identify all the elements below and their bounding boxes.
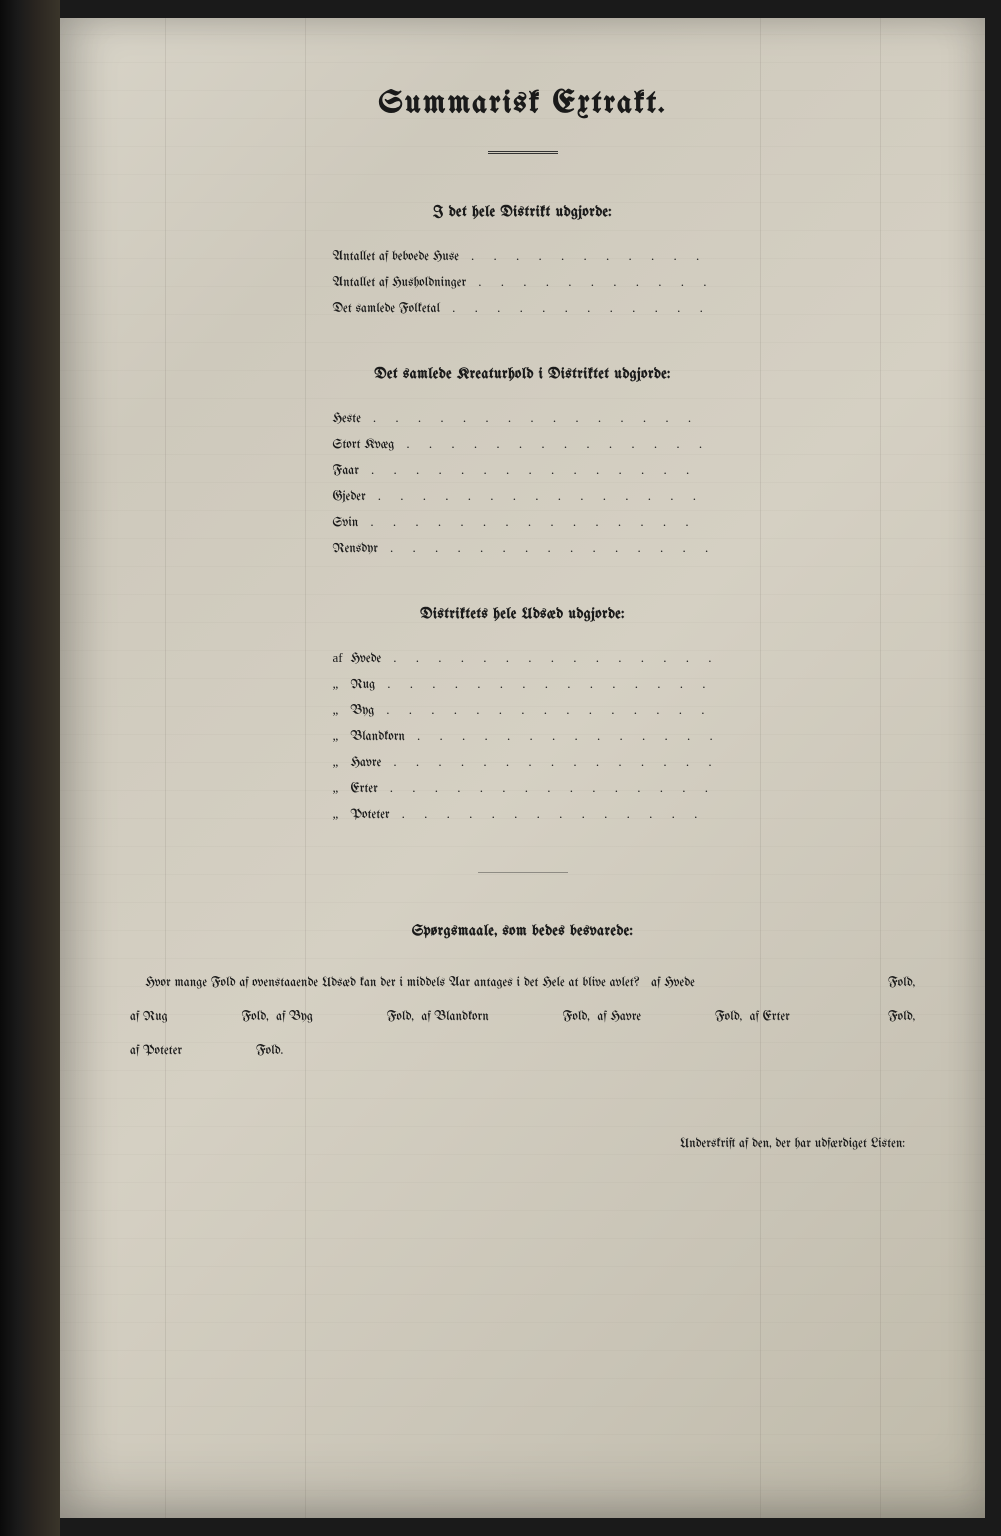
ditto-mark: „ (333, 676, 351, 692)
questions-block: Hvor mange Fold af ovenstaaende Udsæd ka… (130, 967, 915, 1068)
leader-dots: . . . . . . . . . . . . . . . (381, 754, 712, 770)
item-label: Erter (351, 783, 378, 796)
section1-heading: I det hele Distrikt udgjorde: (110, 204, 935, 220)
question-item-prefix: af (597, 1011, 606, 1024)
item-label: Antallet af beboede Huse (333, 251, 459, 264)
list-item: „ Rug . . . . . . . . . . . . . . . (333, 676, 713, 692)
ruling-line (760, 18, 761, 1518)
question-paragraph: Hvor mange Fold af ovenstaaende Udsæd ka… (130, 967, 915, 1068)
leader-dots: . . . . . . . . . . . . . . . (390, 806, 713, 822)
item-label: Byg (351, 705, 375, 718)
item-label: Hvede (351, 653, 382, 666)
page-title: Summarisk Extrakt. (110, 88, 935, 121)
section2-list: Heste . . . . . . . . . . . . . . . Stor… (333, 410, 713, 556)
question-intro: Hvor mange Fold af ovenstaaende Udsæd ka… (145, 977, 639, 990)
question-item-name: Rug (143, 1011, 168, 1024)
question-item-after: Fold, (387, 1011, 414, 1024)
question-item-name: Poteter (143, 1045, 182, 1058)
list-item: „ Erter . . . . . . . . . . . . . . . (333, 780, 713, 796)
signature-line: Underskrift af den, der har udfærdiget L… (110, 1138, 905, 1151)
leader-dots: . . . . . . . . . . . . . . . (466, 274, 712, 290)
item-label: Stort Kvæg (333, 439, 395, 452)
ditto-mark: „ (333, 780, 351, 796)
item-label: Det samlede Folketal (333, 303, 441, 316)
leader-dots: . . . . . . . . . . . . . . . (366, 488, 713, 504)
question-item-after: Fold, (715, 1011, 742, 1024)
ditto-mark: „ (333, 702, 351, 718)
ditto-mark: „ (333, 806, 351, 822)
leader-dots: . . . . . . . . . . . . . . . (375, 676, 712, 692)
leader-dots: . . . . . . . . . . . . . . . (381, 650, 712, 666)
list-item: af Hvede . . . . . . . . . . . . . . . (333, 650, 713, 666)
item-label: Poteter (351, 809, 390, 822)
question-item-name: Erter (763, 1011, 790, 1024)
list-item: Faar . . . . . . . . . . . . . . . (333, 462, 713, 478)
item-label: Havre (351, 757, 382, 770)
list-item: Antallet af beboede Huse . . . . . . . .… (333, 248, 713, 264)
list-item: „ Poteter . . . . . . . . . . . . . . . (333, 806, 713, 822)
leader-dots: . . . . . . . . . . . . . . . (459, 248, 713, 264)
question-item-after: Fold, (241, 1011, 268, 1024)
section3-list: af Hvede . . . . . . . . . . . . . . . „… (333, 650, 713, 822)
question-item-after: Fold, (563, 1011, 590, 1024)
section3-heading: Distriktets hele Udsæd udgjorde: (110, 606, 935, 622)
item-label: Blandkorn (351, 731, 405, 744)
leader-dots: . . . . . . . . . . . . . . . (374, 702, 712, 718)
book-spine (0, 0, 60, 1536)
list-item: Rensdyr . . . . . . . . . . . . . . . (333, 540, 713, 556)
question-item-prefix: af (750, 1011, 759, 1024)
list-item: Det samlede Folketal . . . . . . . . . .… (333, 300, 713, 316)
question-item-name: Hvede (664, 977, 695, 990)
list-item: „ Havre . . . . . . . . . . . . . . . (333, 754, 713, 770)
ruling-line (880, 18, 881, 1518)
ruling-line (305, 18, 306, 1518)
leader-dots: . . . . . . . . . . . . . . . (378, 540, 713, 556)
leader-dots: . . . . . . . . . . . . . . . (405, 728, 713, 744)
leader-dots: . . . . . . . . . . . . . . . (361, 410, 713, 426)
section2-heading: Det samlede Kreaturhold i Distriktet udg… (110, 366, 935, 382)
item-label: Svin (333, 517, 359, 530)
leader-dots: . . . . . . . . . . . . . . . (378, 780, 713, 796)
section1-list: Antallet af beboede Huse . . . . . . . .… (333, 248, 713, 316)
leader-dots: . . . . . . . . . . . . . . . (440, 300, 712, 316)
list-item: „ Byg . . . . . . . . . . . . . . . (333, 702, 713, 718)
question-item-prefix: af (130, 1045, 139, 1058)
ruling-line (165, 18, 166, 1518)
question-item-prefix: af (276, 1011, 285, 1024)
leader-dots: . . . . . . . . . . . . . . . (359, 462, 712, 478)
item-label: Gjeder (333, 491, 366, 504)
list-item: Gjeder . . . . . . . . . . . . . . . (333, 488, 713, 504)
item-label: Rug (351, 679, 376, 692)
section-divider (478, 872, 568, 873)
list-item: „ Blandkorn . . . . . . . . . . . . . . … (333, 728, 713, 744)
document-page: Summarisk Extrakt. I det hele Distrikt u… (60, 18, 985, 1518)
list-item: Antallet af Husholdninger . . . . . . . … (333, 274, 713, 290)
ditto-mark: „ (333, 754, 351, 770)
item-label: Faar (333, 465, 360, 478)
title-rule (488, 151, 558, 154)
leader-dots: . . . . . . . . . . . . . . . (358, 514, 712, 530)
item-label: Rensdyr (333, 543, 378, 556)
item-label: Antallet af Husholdninger (333, 277, 467, 290)
question-item-prefix: af (651, 977, 660, 990)
question-item-name: Blandkorn (434, 1011, 488, 1024)
question-item-name: Havre (610, 1011, 641, 1024)
question-item-name: Byg (289, 1011, 313, 1024)
ditto-mark: „ (333, 728, 351, 744)
section4-heading: Spørgsmaale, som bedes besvarede: (110, 923, 935, 939)
list-item: Heste . . . . . . . . . . . . . . . (333, 410, 713, 426)
item-label: Heste (333, 413, 361, 426)
list-item: Svin . . . . . . . . . . . . . . . (333, 514, 713, 530)
question-item-prefix: af (421, 1011, 430, 1024)
question-item-after: Fold, (888, 1001, 915, 1035)
list-item: Stort Kvæg . . . . . . . . . . . . . . . (333, 436, 713, 452)
question-item-after: Fold, (888, 967, 915, 1001)
leader-dots: . . . . . . . . . . . . . . . (394, 436, 712, 452)
question-item-prefix: af (130, 1011, 139, 1024)
ditto-mark: af (333, 650, 351, 666)
question-item-after: Fold. (256, 1045, 283, 1058)
